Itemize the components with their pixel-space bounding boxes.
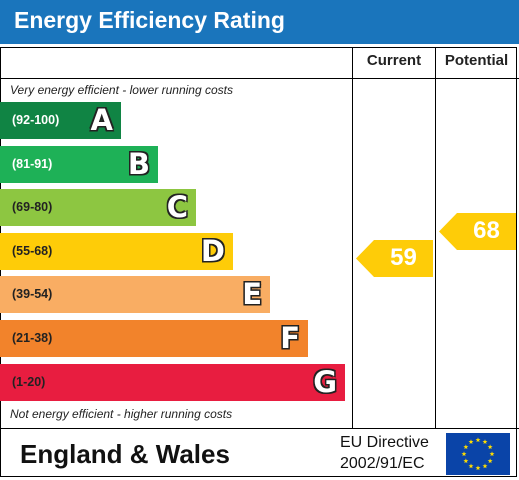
header-bar: Energy Efficiency Rating (0, 0, 519, 44)
current-arrow-shape (356, 240, 433, 277)
band-e: (39-54) E (0, 276, 270, 313)
top-caption: Very energy efficient - lower running co… (10, 83, 233, 97)
column-header-divider (0, 78, 519, 79)
current-column-header: Current (366, 52, 422, 69)
eu-star-icon (463, 458, 469, 464)
band-letter-label: A (90, 103, 113, 137)
band-d: (55-68) D (0, 233, 233, 270)
potential-rating-value: 68 (473, 217, 500, 244)
eu-star-icon (461, 451, 467, 457)
band-letter-label: C (166, 190, 188, 224)
potential-arrow-polygon (439, 213, 516, 250)
band-b: (81-91) B (0, 146, 158, 183)
band-range-label: (69-80) (12, 200, 53, 214)
region-label: England & Wales (20, 439, 230, 469)
eu-star-icon (475, 465, 481, 471)
band-letter-label: B (127, 147, 150, 181)
band-range-label: (81-91) (12, 157, 53, 171)
eu-star-icon (475, 437, 481, 443)
band-range-label: (92-100) (12, 113, 60, 127)
potential-arrow-shape (439, 213, 516, 250)
eu-star-icon (487, 444, 493, 450)
eu-star-icon (489, 451, 495, 457)
potential-rating-arrow: 68 (439, 213, 516, 250)
chart-title: Energy Efficiency Rating (14, 7, 285, 33)
band-letter-label: G (313, 365, 337, 399)
eu-star-icon (487, 458, 493, 464)
bottom-caption: Not energy efficient - higher running co… (10, 407, 233, 421)
eu-directive-label: EU Directive (340, 434, 429, 451)
eu-star-icon (468, 463, 474, 469)
band-letter-label: F (280, 321, 300, 355)
band-range-label: (21-38) (12, 331, 53, 345)
eu-star-icon (482, 439, 488, 444)
current-rating-arrow: 59 (356, 240, 433, 277)
current-rating-value: 59 (390, 244, 417, 271)
footer-divider (0, 428, 519, 429)
potential-column-header: Potential (444, 52, 509, 69)
eu-star-icon (468, 439, 474, 444)
band-letter-label: E (242, 277, 262, 311)
band-range-label: (1-20) (12, 375, 46, 389)
eu-directive-number: 2002/91/EC (340, 455, 425, 472)
potential-column-divider (435, 47, 436, 429)
band-range-label: (55-68) (12, 244, 53, 258)
band-letter-label: D (200, 234, 225, 268)
current-arrow-polygon (356, 240, 433, 277)
eu-star-icon (482, 463, 488, 469)
eu-flag-icon (446, 433, 510, 475)
band-g: (1-20) G (0, 364, 345, 401)
band-range-label: (39-54) (12, 287, 53, 301)
band-c: (69-80) C (0, 189, 196, 226)
band-f: (21-38) F (0, 320, 308, 357)
current-column-divider (352, 47, 353, 429)
eu-star-icon (463, 444, 469, 450)
band-a: (92-100) A (0, 102, 121, 139)
